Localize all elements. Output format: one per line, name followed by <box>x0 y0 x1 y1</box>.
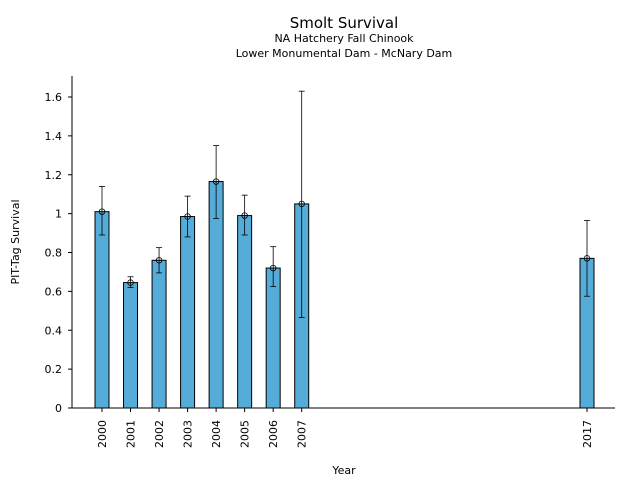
x-tick-label-2002: 2002 <box>153 420 166 448</box>
y-tick-label: 0.6 <box>45 285 63 298</box>
x-tick-label-2017: 2017 <box>581 420 594 448</box>
point-marker-2017 <box>583 255 591 262</box>
y-tick-label: 1.4 <box>45 130 63 143</box>
y-tick-label: 0 <box>55 402 62 415</box>
point-marker-2005 <box>241 212 248 219</box>
point-marker-2001 <box>127 279 134 286</box>
x-tick-label-2003: 2003 <box>182 420 195 448</box>
x-tick-label-2006: 2006 <box>267 420 280 448</box>
y-tick-label: 0.4 <box>45 324 63 337</box>
point-marker-2004 <box>212 178 220 185</box>
point-marker-2006 <box>269 264 277 272</box>
bar-2002 <box>151 259 167 409</box>
y-tick-label: 1.2 <box>45 169 63 182</box>
y-axis-label: PIT-Tag Survival <box>9 199 22 284</box>
y-tick-label: 0.2 <box>45 363 63 376</box>
bar-2003 <box>180 216 196 409</box>
plot-area: 0 0.2 0.4 0.6 0.8 1 1.2 1.4 1.6 2000 2001 2002 2003 2… <box>45 76 615 448</box>
chart-subtitle-line-1: NA Hatchery Fall Chinook <box>274 32 414 45</box>
point-marker-2003 <box>184 213 191 220</box>
point-marker-2002 <box>155 257 163 264</box>
y-tick-label: 0.8 <box>45 247 63 260</box>
chart-title: Smolt Survival <box>290 14 399 32</box>
x-tick-label-2000: 2000 <box>96 420 109 448</box>
bar-2001 <box>123 282 139 409</box>
y-tick-label: 1 <box>55 208 62 221</box>
point-marker-2007 <box>298 200 305 208</box>
x-tick-label-2001: 2001 <box>125 420 138 448</box>
bar-2000 <box>94 211 110 409</box>
x-tick-label-2005: 2005 <box>239 420 252 448</box>
point-marker-2000 <box>98 208 106 215</box>
x-tick-label-2004: 2004 <box>210 420 223 448</box>
chart-subtitle-line-2: Lower Monumental Dam - McNary Dam <box>236 47 453 60</box>
y-tick-label: 1.6 <box>45 91 63 104</box>
x-axis-label: Year <box>331 464 356 477</box>
x-tick-label-2007: 2007 <box>296 420 309 448</box>
bar-2006 <box>265 267 281 409</box>
bar-2005 <box>237 215 253 409</box>
